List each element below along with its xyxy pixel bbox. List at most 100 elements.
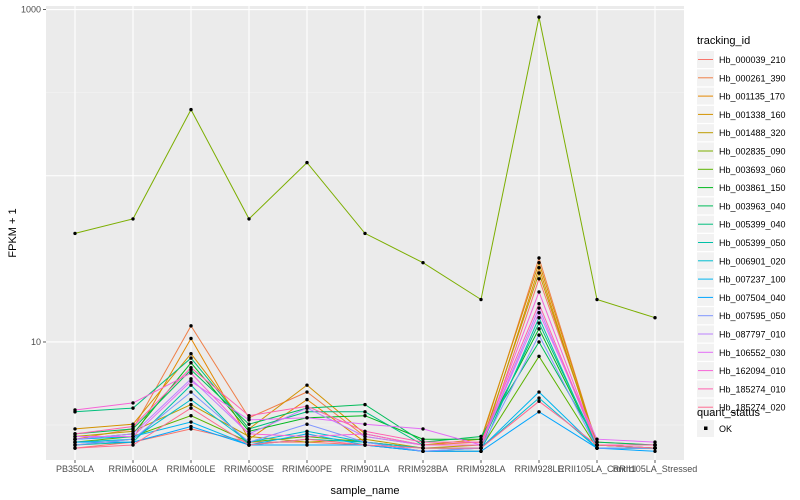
data-points xyxy=(73,15,657,453)
data-point xyxy=(189,420,193,424)
data-point xyxy=(421,443,425,447)
data-point xyxy=(189,427,193,431)
data-point xyxy=(247,418,251,422)
data-point xyxy=(595,440,599,444)
legend-label: Hb_001488_320 xyxy=(719,128,786,138)
data-point xyxy=(131,432,135,436)
data-point xyxy=(479,297,483,302)
data-point xyxy=(73,432,77,436)
data-point xyxy=(537,327,541,331)
data-point xyxy=(305,440,309,444)
data-point xyxy=(537,306,541,310)
data-point xyxy=(305,160,309,165)
data-point xyxy=(537,277,541,281)
data-point xyxy=(131,217,135,221)
data-point xyxy=(363,429,367,434)
data-point xyxy=(73,434,77,439)
data-point xyxy=(537,311,541,315)
legend-label: Hb_003861_150 xyxy=(719,183,786,193)
data-point xyxy=(305,383,309,387)
legend-label: Hb_005399_040 xyxy=(719,220,786,230)
data-point xyxy=(363,432,367,436)
legend-secondary-items: OK xyxy=(697,420,732,437)
data-point xyxy=(189,414,193,418)
data-point xyxy=(305,437,309,441)
x-tick-label: RRIM928LE xyxy=(514,464,563,474)
x-tick-label: PB350LA xyxy=(56,464,94,474)
data-point xyxy=(189,402,193,407)
data-point xyxy=(363,422,367,426)
data-point xyxy=(131,406,135,410)
data-point xyxy=(247,434,251,439)
x-tick-label: RRII105LA_Stressed xyxy=(613,464,698,474)
legend-label: Hb_106552_030 xyxy=(719,348,786,358)
data-point xyxy=(537,256,541,260)
data-point xyxy=(189,336,193,341)
x-tick-label: RRIM600PE xyxy=(282,464,332,474)
legend-label: Hb_002835_090 xyxy=(719,147,786,157)
legend-title: tracking_id xyxy=(697,35,750,47)
data-point xyxy=(421,260,425,265)
data-point xyxy=(363,402,367,407)
data-point xyxy=(421,449,425,453)
data-point xyxy=(537,321,541,325)
legend-label: Hb_007237_100 xyxy=(719,275,786,285)
data-point xyxy=(595,297,599,302)
data-point xyxy=(131,429,135,434)
data-point xyxy=(73,440,77,444)
data-point xyxy=(653,449,657,453)
legend-label: Hb_006901_020 xyxy=(719,256,786,266)
legend-label: Hb_185274_020 xyxy=(719,403,786,413)
data-point xyxy=(131,440,135,444)
legend-label: Hb_087797_010 xyxy=(719,330,786,340)
data-point xyxy=(73,408,77,412)
data-point xyxy=(595,437,599,441)
legend-label: Hb_001135_170 xyxy=(719,92,785,102)
x-tick-label: RRIM600LA xyxy=(108,464,157,474)
legend-label: Hb_003963_040 xyxy=(719,201,786,211)
data-point xyxy=(363,434,367,439)
data-point xyxy=(131,437,135,441)
data-point xyxy=(595,443,599,447)
data-point xyxy=(131,443,135,447)
data-point xyxy=(131,424,135,429)
data-point xyxy=(363,437,367,441)
data-point xyxy=(247,414,251,418)
data-point xyxy=(305,434,309,439)
data-point xyxy=(653,315,657,320)
legend-label: Hb_007504_040 xyxy=(719,293,786,303)
data-point xyxy=(537,290,541,294)
data-point xyxy=(189,383,193,387)
data-point xyxy=(189,371,193,375)
data-point xyxy=(189,406,193,410)
data-point xyxy=(305,410,309,414)
data-point xyxy=(305,416,309,420)
x-axis-title: sample_name xyxy=(330,485,399,497)
data-point xyxy=(537,301,541,306)
legend-label: Hb_185274_010 xyxy=(719,384,786,394)
data-point xyxy=(305,429,309,434)
data-point xyxy=(537,354,541,359)
data-point xyxy=(305,443,309,447)
data-point xyxy=(131,434,135,439)
data-point xyxy=(421,446,425,450)
data-point xyxy=(653,443,657,447)
data-point xyxy=(189,390,193,394)
data-point xyxy=(363,440,367,444)
legend-label: Hb_000261_390 xyxy=(719,73,786,83)
data-point xyxy=(247,437,251,441)
data-point xyxy=(537,340,541,344)
x-tick-label: RRIM901LA xyxy=(340,464,389,474)
data-point xyxy=(421,427,425,431)
y-tick-label: 10 xyxy=(31,337,41,347)
data-point xyxy=(189,107,193,112)
data-point xyxy=(479,449,483,453)
data-point xyxy=(479,437,483,441)
legend-secondary-title: quant_status xyxy=(697,407,760,419)
data-point xyxy=(189,352,193,356)
legend-label: Hb_000039_210 xyxy=(719,55,786,65)
data-point xyxy=(305,397,309,402)
data-point xyxy=(479,446,483,450)
data-point xyxy=(653,446,657,450)
data-point xyxy=(189,356,193,360)
